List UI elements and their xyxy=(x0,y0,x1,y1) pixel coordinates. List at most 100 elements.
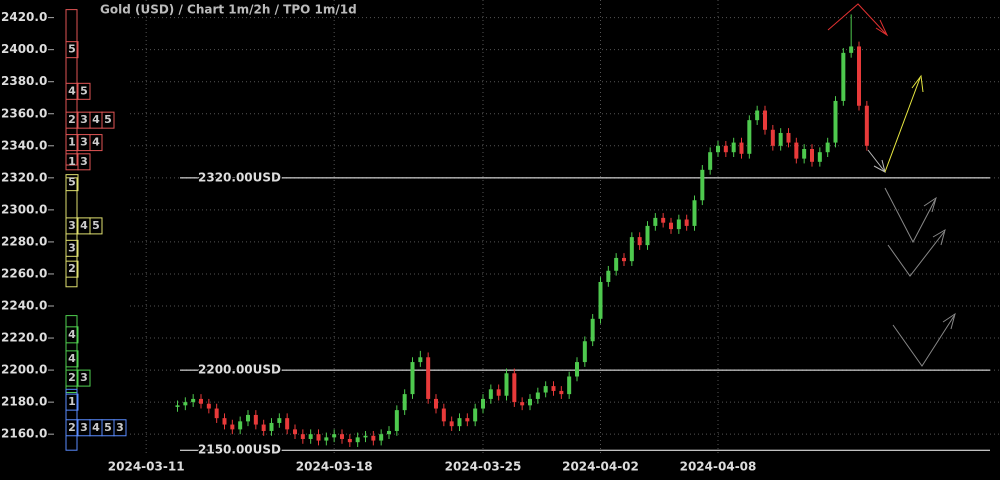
y-tick-label: 2220.0 xyxy=(1,331,47,345)
candle-body xyxy=(543,386,548,393)
candle-body xyxy=(637,237,642,246)
candle-body xyxy=(230,424,235,430)
candle-body xyxy=(332,434,337,438)
candle-body xyxy=(285,418,290,430)
arrow-head xyxy=(911,74,924,93)
level-label: 2150.00USD xyxy=(198,443,281,457)
candle-body xyxy=(410,362,415,395)
tpo-letter: 3 xyxy=(68,219,76,232)
arrow xyxy=(827,3,887,35)
candle-body xyxy=(723,145,728,153)
candle-body xyxy=(770,129,775,146)
candle-body xyxy=(512,373,517,403)
tpo-cell xyxy=(89,134,103,152)
candle-body xyxy=(387,430,391,435)
tpo-letter: 2 xyxy=(68,421,76,434)
candle-body xyxy=(277,418,282,423)
candle-body xyxy=(614,257,619,271)
candle-body xyxy=(700,169,705,201)
candle-body xyxy=(269,422,274,431)
candle-body xyxy=(731,142,736,153)
candle-body xyxy=(293,429,297,435)
tpo-cell xyxy=(89,217,103,235)
tpo-cell xyxy=(101,111,115,129)
y-tick-label: 2300.0 xyxy=(1,202,47,216)
candle-body xyxy=(739,142,744,154)
candle-body xyxy=(340,434,344,439)
tpo-letter: 1 xyxy=(68,395,76,408)
tpo-letter: 3 xyxy=(80,136,88,149)
tpo-cell xyxy=(77,153,91,171)
candle-body xyxy=(582,341,587,363)
arrow xyxy=(887,231,945,277)
candle-body xyxy=(253,414,258,425)
tpo-letter: 3 xyxy=(80,155,88,168)
y-tick-label: 2240.0 xyxy=(1,299,47,313)
candle-body xyxy=(434,398,438,409)
x-tick-label: 2024-04-08 xyxy=(680,460,757,474)
candle-body xyxy=(488,389,493,399)
tpo-letter: 2 xyxy=(68,262,76,275)
candle-body xyxy=(324,437,329,441)
candle-body xyxy=(802,148,807,159)
candle-body xyxy=(473,408,478,422)
tpo-letter: 5 xyxy=(68,176,76,189)
tpo-letter: 1 xyxy=(68,136,76,149)
tpo-cell xyxy=(65,174,79,192)
candle-body xyxy=(786,132,791,143)
tpo-letter: 5 xyxy=(92,219,100,232)
candle-body xyxy=(629,237,634,262)
tpo-cell xyxy=(77,369,91,387)
candle-body xyxy=(316,434,321,441)
candle-body xyxy=(645,225,650,246)
candle-body xyxy=(481,398,485,409)
candle-body xyxy=(684,219,689,226)
tpo-cell xyxy=(113,419,127,437)
candle-body xyxy=(598,281,603,319)
tpo-cell xyxy=(65,393,79,411)
candle-body xyxy=(214,408,219,419)
y-tick-label: 2380.0 xyxy=(1,74,47,88)
candle-body xyxy=(590,318,595,342)
x-tick-label: 2024-03-11 xyxy=(108,460,185,474)
candle-body xyxy=(708,152,713,170)
arrow-head xyxy=(932,228,946,246)
tpo-cell xyxy=(65,41,79,59)
level-label: 2320.00USD xyxy=(198,170,281,184)
arrow xyxy=(892,315,955,367)
y-tick-label: 2180.0 xyxy=(1,395,47,409)
tpo-cell xyxy=(65,239,79,257)
tpo-letter: 5 xyxy=(104,113,112,126)
candle-body xyxy=(622,257,626,262)
candle-body xyxy=(567,376,572,395)
candle-body xyxy=(755,110,760,121)
candle-body xyxy=(371,435,376,441)
candle-body xyxy=(261,424,266,431)
candle-body xyxy=(183,402,188,406)
candle-body xyxy=(841,52,846,101)
candle-body xyxy=(449,421,454,427)
plot: 2160.0 2180.0 2200.0 2220.0 2240.0 2260.0 2280… xyxy=(1,9,990,474)
candle-body xyxy=(246,414,250,422)
candle-body xyxy=(355,437,360,443)
candle-body xyxy=(817,152,822,162)
level-label: 2200.00USD xyxy=(198,363,281,377)
tpo-letter: 4 xyxy=(68,84,76,97)
candle-body xyxy=(669,222,673,230)
arrow-head xyxy=(942,312,956,330)
y-tick-label: 2340.0 xyxy=(1,138,47,152)
candle-body xyxy=(606,270,611,282)
candle-body xyxy=(402,394,407,411)
candle-body xyxy=(661,217,666,223)
y-tick-label: 2420.0 xyxy=(1,10,47,24)
candle-body xyxy=(394,410,399,431)
candle-body xyxy=(308,434,313,439)
arrow-head xyxy=(923,196,937,213)
candle-body xyxy=(575,362,579,377)
tpo-cell xyxy=(65,350,79,368)
tpo-letter: 4 xyxy=(68,328,76,341)
candle-body xyxy=(363,435,368,438)
x-tick-label: 2024-04-02 xyxy=(562,460,639,474)
candle-body xyxy=(676,219,681,230)
